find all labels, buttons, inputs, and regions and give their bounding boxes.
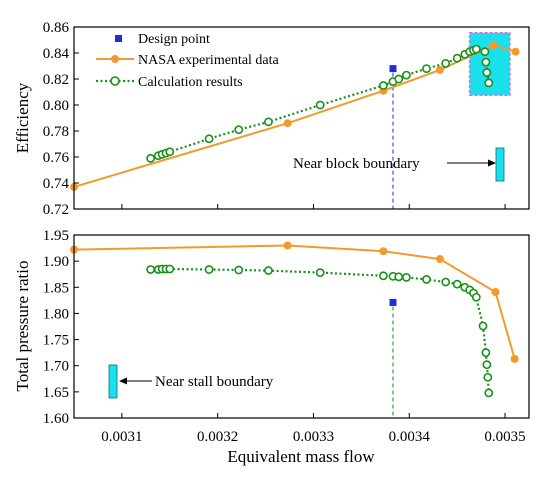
pressure-y-tick-label: 1.65 xyxy=(43,385,69,401)
pressure-nasa-point xyxy=(435,255,444,264)
efficiency-calc-point xyxy=(422,64,431,73)
pressure-calc-point xyxy=(315,268,325,278)
x-tick-label: 0.0035 xyxy=(484,429,525,445)
pressure-plot-frame xyxy=(73,234,530,419)
pressure-calc-point xyxy=(394,272,404,282)
pressure-calc-point xyxy=(401,272,411,282)
efficiency-calc-point xyxy=(452,53,462,63)
pressure-calc-point xyxy=(452,279,462,289)
pressure-y-tick-label: 1.85 xyxy=(43,280,69,296)
pressure-calc-point xyxy=(146,265,156,274)
pressure-calc-point xyxy=(378,271,388,281)
efficiency-calc-point xyxy=(480,47,490,57)
efficiency-calc-point xyxy=(482,68,492,77)
efficiency-y-tick-label: 0.80 xyxy=(43,98,69,114)
pressure-y-tick-label: 1.60 xyxy=(43,411,69,427)
pressure-nasa-point xyxy=(510,354,519,363)
x-tick-label: 0.0032 xyxy=(197,429,238,445)
efficiency-y-tick-label: 0.74 xyxy=(43,176,70,192)
efficiency-calc-point xyxy=(441,59,451,68)
legend-design-point-marker xyxy=(115,35,122,42)
pressure-y-tick-label: 1.75 xyxy=(43,333,69,349)
x-tick-label: 0.0033 xyxy=(293,429,334,445)
stall-boundary-annotation: Near stall boundary xyxy=(108,364,274,399)
efficiency-nasa-point xyxy=(489,41,498,50)
pressure-calc-point xyxy=(204,265,214,274)
pressure-y-tick-label: 1.95 xyxy=(43,228,69,244)
efficiency-plot-frame xyxy=(73,26,530,210)
x-axis-tick-labels: 0.0031 0.0032 0.0033 0.0034 0.0035 xyxy=(101,429,525,445)
efficiency-nasa-point xyxy=(435,65,444,74)
efficiency-calc-point xyxy=(471,44,481,54)
pressure-nasa-point xyxy=(283,241,292,250)
efficiency-calc-point xyxy=(401,70,411,80)
efficiency-design-point xyxy=(389,65,397,73)
efficiency-panel: 0.72 0.74 0.76 0.78 0.80 0.82 0.84 0.86 Efficie… xyxy=(13,20,530,218)
legend-calc-label: Calculation results xyxy=(138,75,243,90)
pressure-y-axis-title: Total pressure ratio xyxy=(13,261,32,392)
efficiency-calc-point xyxy=(378,81,388,90)
x-axis-title: Equivalent mass flow xyxy=(227,447,375,466)
pressure-nasa-point xyxy=(491,287,500,296)
block-boundary-label: Near block boundary xyxy=(293,156,420,172)
efficiency-y-tick-label: 0.76 xyxy=(43,150,70,166)
efficiency-calc-point xyxy=(394,74,404,84)
legend-design-point-label: Design point xyxy=(138,32,210,47)
block-boundary-annotation: Near block boundary xyxy=(293,147,505,182)
pressure-y-tick-label: 1.90 xyxy=(43,254,69,270)
pressure-calc-point xyxy=(483,372,493,382)
x-tick-label: 0.0031 xyxy=(101,429,142,445)
pressure-calc-point xyxy=(234,265,244,275)
efficiency-y-axis-title: Efficiency xyxy=(13,82,32,153)
pressure-y-tick-label: 1.80 xyxy=(43,306,69,322)
efficiency-calc-point xyxy=(146,153,156,163)
stall-boundary-marker xyxy=(108,364,118,399)
stall-boundary-arrow-head xyxy=(119,377,127,385)
pressure-calc-point xyxy=(441,277,451,287)
pressure-calc-point xyxy=(484,388,494,398)
pressure-panel: 1.60 1.65 1.70 1.75 1.80 1.85 1.90 1.95 Total p… xyxy=(13,228,530,427)
efficiency-y-tick-label: 0.82 xyxy=(43,72,69,88)
efficiency-nasa-point xyxy=(283,119,292,128)
pressure-calc-point xyxy=(478,321,488,331)
efficiency-calc-point xyxy=(234,125,244,135)
efficiency-calc-point xyxy=(315,100,325,110)
efficiency-calc-point xyxy=(484,78,494,88)
pressure-nasa-line xyxy=(73,244,516,360)
legend-calc-marker xyxy=(110,76,120,86)
pressure-calc-point xyxy=(481,348,491,358)
efficiency-nasa-point xyxy=(511,47,520,56)
efficiency-calc-point xyxy=(264,117,273,127)
efficiency-y-tick-label: 0.86 xyxy=(43,20,70,36)
pressure-y-tick-label: 1.70 xyxy=(43,359,69,375)
efficiency-calc-point xyxy=(204,134,214,144)
efficiency-y-tick-label: 0.78 xyxy=(43,124,69,140)
pressure-calc-point xyxy=(165,264,175,274)
legend: Design point NASA experimental data Calc… xyxy=(96,32,280,90)
pressure-calc-point xyxy=(482,360,492,370)
efficiency-y-tick-label: 0.84 xyxy=(43,46,70,62)
pressure-calc-point xyxy=(264,266,273,275)
efficiency-y-tick-label: 0.72 xyxy=(43,202,69,218)
legend-nasa-label: NASA experimental data xyxy=(138,53,280,68)
x-tick-label: 0.0034 xyxy=(389,429,431,445)
efficiency-calc-point xyxy=(165,147,175,157)
legend-nasa-marker xyxy=(111,55,119,63)
block-boundary-arrow-head xyxy=(488,159,496,167)
efficiency-calc-point xyxy=(481,57,491,67)
pressure-design-point xyxy=(389,298,397,306)
stall-boundary-label: Near stall boundary xyxy=(155,374,274,390)
pressure-calc-point xyxy=(422,275,431,284)
pressure-nasa-point xyxy=(379,247,388,256)
pressure-calc-point xyxy=(471,292,481,302)
block-boundary-marker xyxy=(495,147,505,182)
